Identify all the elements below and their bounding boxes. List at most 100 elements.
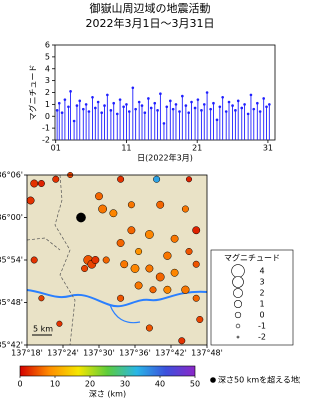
stem-point (162, 122, 166, 125)
stem-point (202, 103, 206, 106)
stem-point (81, 107, 85, 111)
size-legend-label: 0 (259, 311, 264, 320)
size-legend-marker (231, 264, 245, 278)
x-tick-label: 137°18' (11, 349, 43, 358)
stem-point (91, 95, 94, 99)
colorbar (19, 365, 196, 377)
colorbar-tick-label: 20 (85, 380, 95, 389)
earthquake (181, 285, 190, 294)
stem-point (112, 101, 116, 105)
map-background (27, 175, 207, 345)
scalebar-label: 5 km (33, 325, 53, 334)
earthquake (102, 256, 110, 264)
size-legend-label: -2 (258, 333, 266, 342)
y-tick-label: 35°54' (0, 256, 23, 265)
title: 御嶽山周辺域の地震活動 (90, 1, 211, 15)
y-tick-label: 4 (45, 64, 50, 73)
colorbar-tick-label: 40 (155, 380, 165, 389)
earthquake (192, 226, 201, 235)
stem-point (122, 105, 125, 109)
stem-point (103, 104, 106, 107)
earthquake (30, 179, 39, 188)
colorbar-tick-label: 0 (17, 380, 22, 389)
size-legend-label: 1 (259, 300, 264, 309)
stem-point (78, 99, 82, 103)
stem-point (205, 91, 209, 94)
stem-point (265, 105, 268, 109)
stem-point (75, 104, 79, 107)
earthquake (155, 272, 165, 282)
stem-point (243, 103, 246, 106)
stem-point (96, 100, 100, 104)
size-legend-marker (235, 323, 241, 329)
stem-point (147, 97, 150, 100)
size-legend-label: -1 (258, 322, 266, 331)
earthquake (163, 285, 172, 294)
stem-point (171, 107, 175, 111)
y-tick-label: 36°06' (0, 171, 23, 180)
colorbar-label: 深さ (km) (89, 390, 126, 399)
stem-point (109, 109, 113, 112)
deep-legend-label: 深さ50 kmを超える地震 (218, 375, 300, 385)
y-tick-label: -2 (42, 136, 50, 145)
stem-point (125, 103, 128, 106)
stem-point (231, 104, 234, 107)
y-axis-label: マグニチュード (28, 65, 38, 121)
stem-point (72, 119, 76, 123)
colorbar-tick-label: 30 (120, 380, 130, 389)
x-tick-label: 137°48' (191, 349, 223, 358)
y-tick-label: -1 (42, 124, 50, 133)
stem-point (193, 106, 197, 110)
earthquake (116, 239, 125, 247)
stem-point (256, 101, 259, 105)
size-legend-label: 2 (259, 289, 264, 298)
earthquake (38, 295, 45, 302)
earthquake (76, 212, 86, 223)
earthquake (130, 264, 140, 273)
subtitle: 2022年3月1日～3月31日 (86, 16, 215, 30)
stem-point (63, 98, 67, 101)
earthquake (109, 209, 118, 218)
y-tick-label: 6 (45, 41, 50, 50)
y-tick-label: 3 (45, 76, 50, 85)
earthquake (170, 268, 179, 277)
size-legend-label: 3 (259, 278, 264, 287)
stem-point (134, 107, 137, 111)
stem-point (60, 111, 64, 114)
size-legend-marker (233, 288, 243, 298)
y-tick-label: 35°42' (0, 341, 23, 350)
size-legend-marker (234, 311, 242, 319)
stem-point (143, 111, 147, 114)
earthquake (127, 201, 135, 209)
x-axis-label: 日(2022年3月) (137, 153, 193, 163)
earthquake (149, 286, 157, 294)
y-tick-label: 36°00' (0, 213, 23, 222)
x-tick-label: 137°36' (119, 349, 151, 358)
y-tick-label: 1 (45, 100, 50, 109)
earthquake (127, 226, 136, 235)
earthquake (170, 234, 179, 243)
x-tick-label: 137°30' (83, 349, 115, 358)
earthquake (56, 320, 63, 327)
stem-point (215, 118, 219, 122)
earthquake (163, 251, 172, 260)
stem-point (153, 101, 157, 105)
stem-point (100, 111, 103, 114)
earthquake (145, 324, 153, 332)
stem-point (181, 94, 184, 98)
earthquake (37, 180, 45, 187)
size-legend-marker (236, 335, 240, 339)
size-legend-box (210, 249, 294, 346)
stem-point (200, 109, 203, 112)
stem-point (187, 111, 190, 114)
y-tick-label: 2 (45, 88, 50, 97)
x-tick-label: 11 (121, 144, 131, 153)
stem-point (212, 101, 215, 105)
earthquake (185, 176, 193, 183)
stem-point (246, 112, 250, 116)
stem-point (196, 98, 200, 101)
stem-point (178, 110, 181, 113)
earthquake (81, 265, 89, 272)
stem-point (249, 93, 253, 97)
stem-point (159, 92, 162, 95)
